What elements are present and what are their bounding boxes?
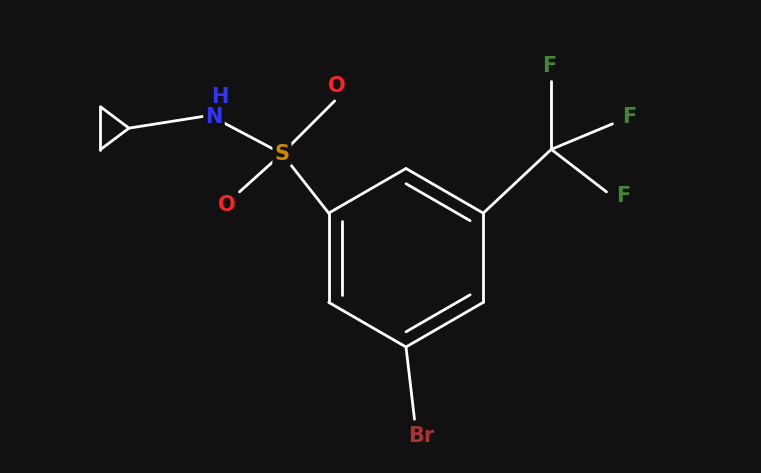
Text: H: H: [212, 87, 228, 107]
Text: S: S: [275, 144, 289, 164]
Text: N: N: [205, 107, 223, 127]
Text: F: F: [543, 56, 557, 76]
Text: F: F: [616, 186, 631, 206]
Text: O: O: [327, 76, 345, 96]
Text: Br: Br: [408, 426, 435, 446]
Text: O: O: [218, 194, 236, 215]
Text: F: F: [622, 107, 637, 127]
